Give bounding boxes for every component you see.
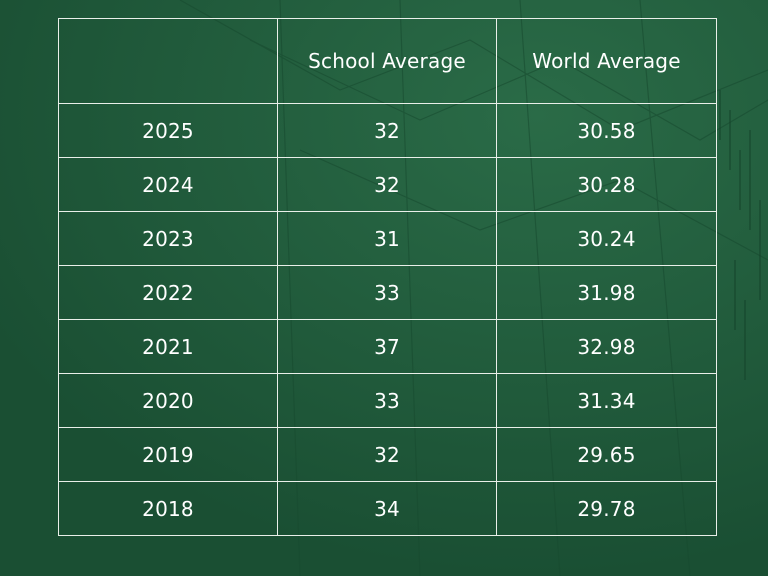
table-row: 2018 34 29.78 [58, 481, 717, 536]
world-average-cell: 31.98 [496, 265, 717, 320]
school-average-cell: 34 [277, 481, 497, 536]
world-average-cell: 30.24 [496, 211, 717, 266]
table-row: 2025 32 30.58 [58, 103, 717, 158]
header-cell-year [58, 18, 278, 104]
year-cell: 2020 [58, 373, 278, 428]
header-cell-school-average: School Average [277, 18, 497, 104]
world-average-cell: 29.65 [496, 427, 717, 482]
world-average-cell: 29.78 [496, 481, 717, 536]
school-average-cell: 32 [277, 103, 497, 158]
header-cell-world-average: World Average [496, 18, 717, 104]
data-table-container: School Average World Average 2025 32 30.… [58, 18, 717, 536]
table-row: 2024 32 30.28 [58, 157, 717, 212]
table-row: 2023 31 30.24 [58, 211, 717, 266]
school-average-cell: 33 [277, 373, 497, 428]
year-cell: 2018 [58, 481, 278, 536]
school-average-cell: 37 [277, 319, 497, 374]
school-average-cell: 32 [277, 157, 497, 212]
averages-table: School Average World Average 2025 32 30.… [58, 18, 717, 536]
world-average-cell: 31.34 [496, 373, 717, 428]
year-cell: 2024 [58, 157, 278, 212]
year-cell: 2019 [58, 427, 278, 482]
year-cell: 2022 [58, 265, 278, 320]
world-average-cell: 30.58 [496, 103, 717, 158]
table-row: 2021 37 32.98 [58, 319, 717, 374]
table-row: 2022 33 31.98 [58, 265, 717, 320]
header-row: School Average World Average [58, 18, 717, 104]
year-cell: 2025 [58, 103, 278, 158]
year-cell: 2023 [58, 211, 278, 266]
school-average-cell: 32 [277, 427, 497, 482]
table-row: 2020 33 31.34 [58, 373, 717, 428]
year-cell: 2021 [58, 319, 278, 374]
world-average-cell: 32.98 [496, 319, 717, 374]
table-row: 2019 32 29.65 [58, 427, 717, 482]
school-average-cell: 33 [277, 265, 497, 320]
school-average-cell: 31 [277, 211, 497, 266]
world-average-cell: 30.28 [496, 157, 717, 212]
